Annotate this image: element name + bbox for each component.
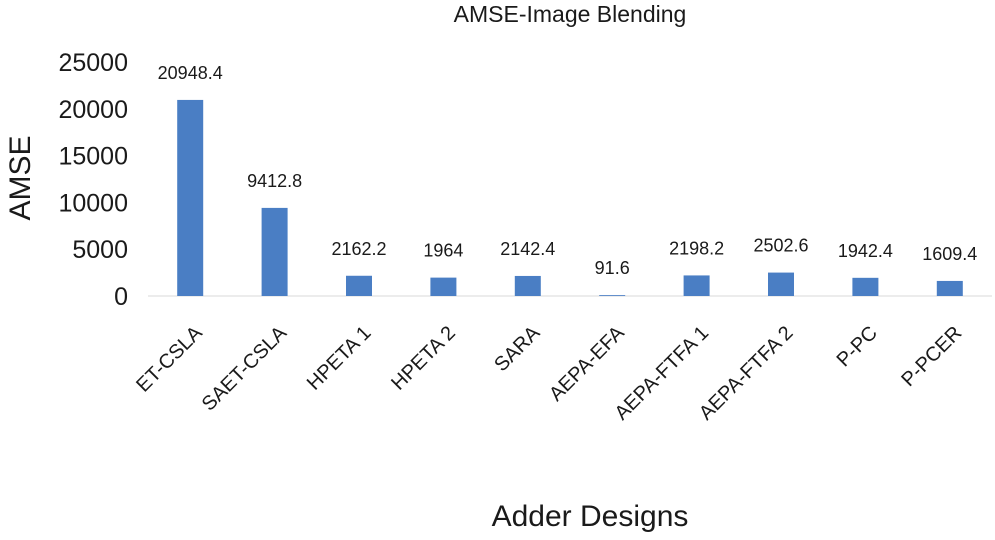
data-label: 20948.4 xyxy=(158,63,223,83)
y-axis-label: AMSE xyxy=(4,135,37,220)
y-tick-label: 0 xyxy=(114,283,128,311)
bar xyxy=(177,99,204,296)
data-label: 91.6 xyxy=(595,258,630,278)
x-tick-label: AEPA-EFA xyxy=(545,322,629,406)
y-tick-label: 5000 xyxy=(72,236,128,264)
bar xyxy=(514,275,541,296)
data-label: 9412.8 xyxy=(247,171,302,191)
data-labels: 20948.4 9412.8 2162.2 1964 2142.4 91.6 2198.2 2… xyxy=(158,63,978,278)
x-axis-label: Adder Designs xyxy=(492,500,689,533)
data-label: 2142.4 xyxy=(500,239,555,259)
x-tick-label: P-PCER xyxy=(897,322,966,391)
data-label: 1942.4 xyxy=(838,241,893,261)
bar xyxy=(346,275,372,296)
data-label: 2502.6 xyxy=(753,236,808,256)
y-tick-label: 25000 xyxy=(58,49,128,77)
y-tick-labels: 0 5000 10000 15000 20000 25000 xyxy=(58,49,128,311)
x-tick-label: HPETA 2 xyxy=(387,322,460,395)
bar xyxy=(261,207,288,296)
data-label: 2162.2 xyxy=(331,239,386,259)
data-label: 2198.2 xyxy=(669,238,724,258)
bar xyxy=(936,280,963,296)
x-tick-label: P-PC xyxy=(833,322,882,371)
y-tick-label: 20000 xyxy=(58,96,128,124)
x-tick-label: ET-CSLA xyxy=(132,322,207,397)
chart-title: AMSE-Image Blending xyxy=(454,1,687,27)
x-tick-label: SARA xyxy=(490,322,545,377)
bar-series xyxy=(177,99,963,296)
bar xyxy=(683,275,710,296)
bar xyxy=(430,277,457,296)
bar xyxy=(599,295,626,296)
x-tick-label: HPETA 1 xyxy=(303,322,376,395)
x-tick-label: SAET-CSLA xyxy=(198,322,292,416)
y-tick-label: 15000 xyxy=(58,143,128,171)
data-label: 1964 xyxy=(423,241,463,261)
bar xyxy=(768,272,794,296)
y-tick-label: 10000 xyxy=(58,189,128,217)
bar xyxy=(852,277,879,296)
data-label: 1609.4 xyxy=(922,244,977,264)
